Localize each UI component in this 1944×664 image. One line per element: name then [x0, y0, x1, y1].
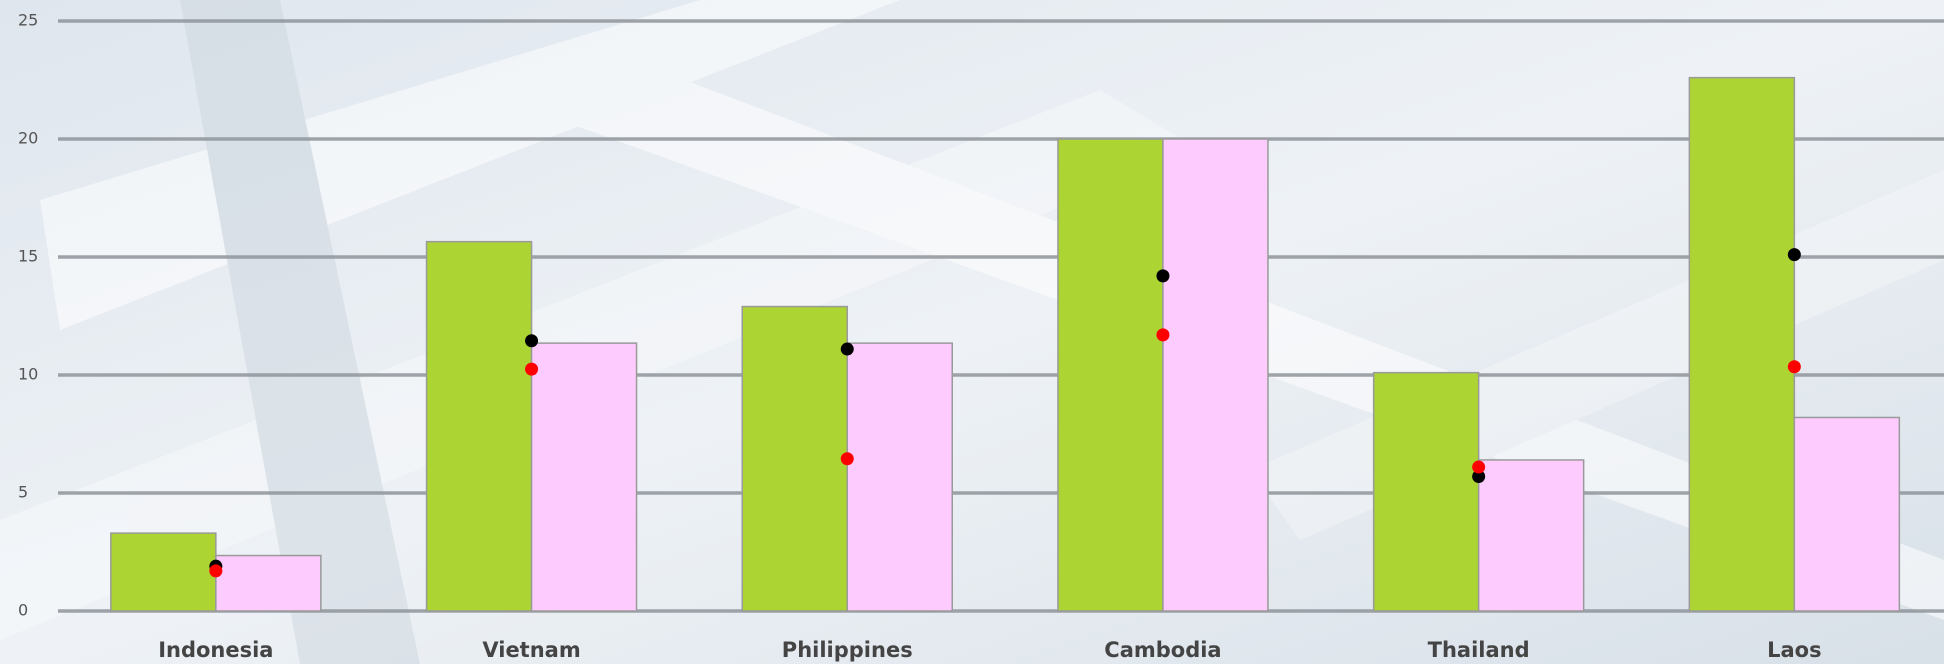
x-tick-label: Indonesia — [158, 638, 273, 662]
dot — [525, 334, 539, 348]
dot — [1156, 328, 1170, 342]
y-tick-label: 20 — [18, 129, 38, 148]
bar — [1688, 76, 1796, 612]
dot — [1787, 360, 1801, 374]
bar — [846, 342, 953, 612]
y-tick-label: 15 — [18, 247, 38, 266]
bar — [110, 532, 217, 612]
bar — [215, 554, 322, 612]
bar — [741, 305, 848, 612]
y-tick-label: 5 — [18, 483, 28, 502]
bar — [1372, 371, 1480, 612]
dot — [1156, 269, 1170, 283]
x-tick-label: Vietnam — [482, 638, 580, 662]
bar — [425, 240, 533, 612]
y-tick-label: 0 — [18, 601, 28, 620]
y-tick-label: 25 — [18, 11, 38, 30]
dot — [840, 452, 854, 466]
x-tick-label: Philippines — [782, 638, 913, 662]
plot: 0 5 10 15 20 25 Indonesia Vietnam Philippines Cam… — [18, 11, 1944, 662]
bar — [530, 342, 638, 612]
dot — [1787, 248, 1801, 262]
bar — [1057, 138, 1164, 612]
dot — [840, 342, 854, 356]
dot — [525, 362, 539, 376]
x-tick-label: Laos — [1767, 638, 1821, 662]
y-tick-label: 10 — [18, 365, 38, 384]
x-tick-label: Thailand — [1428, 638, 1530, 662]
bar — [1477, 459, 1585, 612]
dot — [1472, 469, 1486, 483]
dot — [209, 564, 223, 578]
bar — [1162, 138, 1269, 612]
dot — [1472, 460, 1486, 474]
bar — [1793, 416, 1901, 612]
x-tick-label: Cambodia — [1104, 638, 1221, 662]
